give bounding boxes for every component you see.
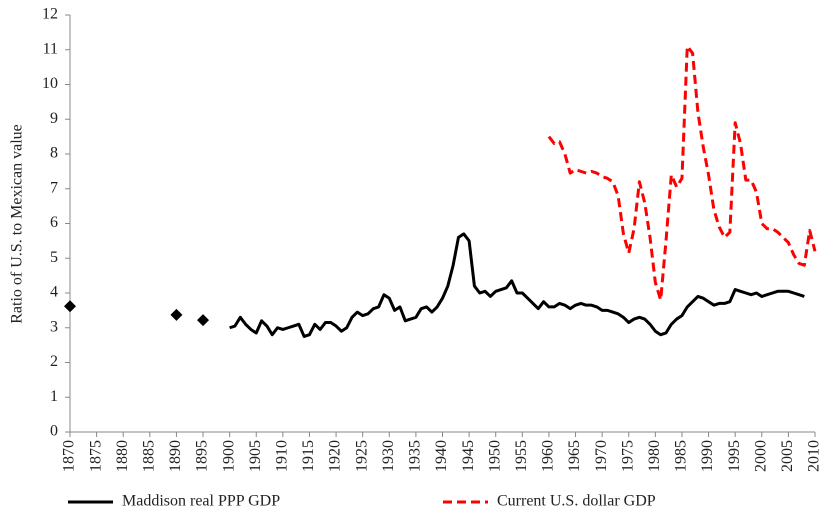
x-tick-label: 1980 (646, 440, 663, 472)
y-axis-title: Ratio of U.S. to Mexican value (9, 124, 26, 324)
x-tick-label: 2000 (752, 440, 769, 472)
x-tick-label: 1875 (87, 440, 104, 472)
marker (197, 314, 210, 327)
legend-label: Current U.S. dollar GDP (497, 493, 656, 510)
x-tick-label: 1975 (619, 440, 636, 472)
x-tick-label: 1955 (513, 440, 530, 472)
x-tick-label: 1965 (566, 440, 583, 472)
x-tick-label: 1910 (274, 440, 291, 472)
y-tick-label: 4 (50, 284, 58, 301)
x-tick-label: 1930 (380, 440, 397, 472)
x-tick-label: 1880 (114, 440, 131, 472)
x-tick-label: 1900 (220, 440, 237, 472)
x-tick-label: 1990 (699, 440, 716, 472)
x-tick-label: 1940 (433, 440, 450, 472)
x-tick-label: 2005 (779, 440, 796, 472)
x-tick-label: 2010 (806, 440, 822, 472)
series-line (229, 232, 805, 338)
y-tick-label: 0 (50, 423, 58, 440)
x-tick-label: 1895 (194, 440, 211, 472)
x-tick-label: 1925 (353, 440, 370, 472)
x-tick-label: 1920 (327, 440, 344, 472)
x-tick-label: 1885 (140, 440, 157, 472)
x-tick-label: 1970 (593, 440, 610, 472)
marker (170, 308, 183, 321)
x-tick-label: 1870 (61, 440, 78, 472)
x-tick-label: 1945 (460, 440, 477, 472)
y-tick-label: 1 (50, 388, 58, 405)
series-line (547, 44, 817, 302)
x-tick-label: 1935 (407, 440, 424, 472)
x-tick-label: 1960 (540, 440, 557, 472)
y-tick-label: 10 (42, 75, 58, 92)
y-tick-label: 5 (50, 249, 58, 266)
marker (64, 300, 76, 313)
y-tick-label: 9 (50, 110, 58, 127)
y-tick-label: 6 (50, 214, 58, 231)
x-tick-label: 1905 (247, 440, 264, 472)
x-tick-label: 1915 (300, 440, 317, 472)
x-tick-label: 1890 (167, 440, 184, 472)
y-tick-label: 11 (43, 40, 58, 57)
x-tick-label: 1985 (673, 440, 690, 472)
x-tick-label: 1995 (726, 440, 743, 472)
y-tick-label: 12 (42, 6, 58, 23)
legend-label: Maddison real PPP GDP (122, 493, 280, 510)
y-tick-label: 3 (50, 318, 58, 335)
y-tick-label: 2 (50, 353, 58, 370)
y-tick-label: 7 (50, 179, 58, 196)
x-tick-label: 1950 (486, 440, 503, 472)
y-tick-label: 8 (50, 145, 58, 162)
